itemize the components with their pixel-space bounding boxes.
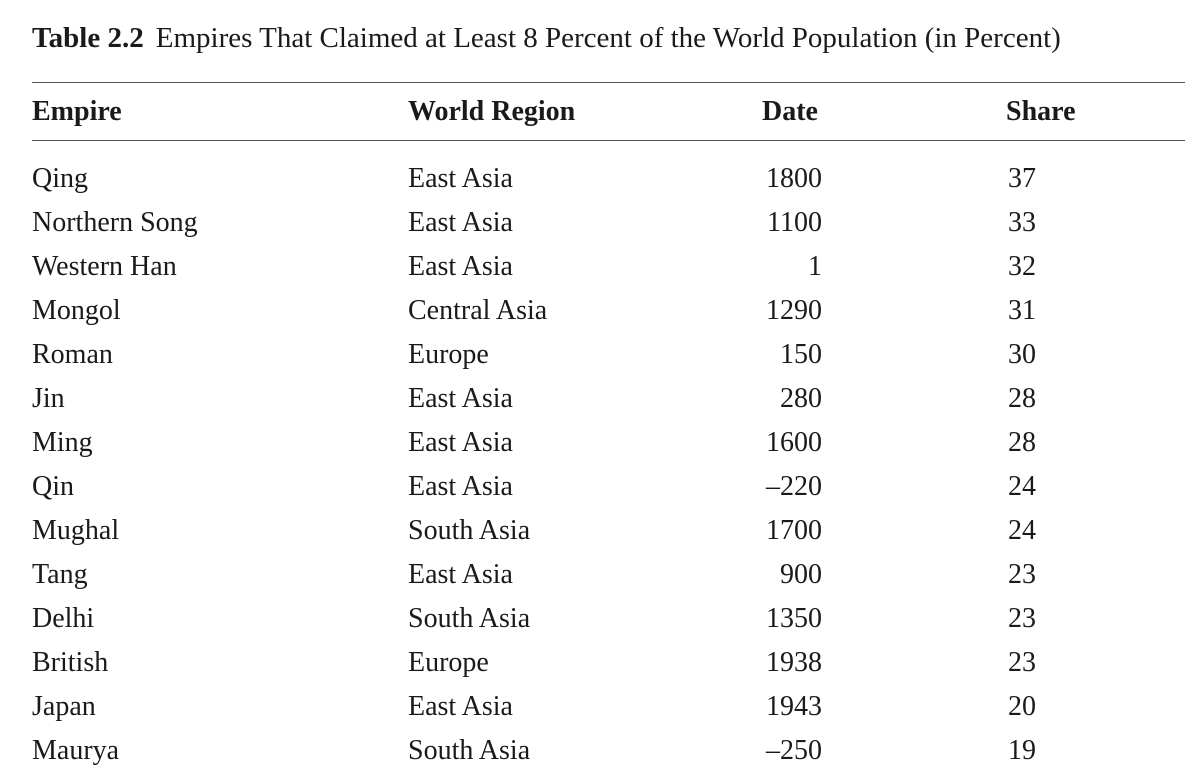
table-cell: Ming bbox=[32, 427, 93, 458]
table-cell: Japan bbox=[32, 691, 96, 722]
table-cell: 1 bbox=[808, 251, 822, 282]
table-cell: 900 bbox=[780, 559, 822, 590]
table-cell: 150 bbox=[780, 339, 822, 370]
table-cell: Europe bbox=[408, 647, 489, 678]
table-cell: 1350 bbox=[766, 603, 822, 634]
header-rule bbox=[32, 140, 1185, 141]
table-cell: 24 bbox=[1008, 471, 1036, 502]
table-cell: 23 bbox=[1008, 647, 1036, 678]
table-cell: East Asia bbox=[408, 163, 513, 194]
table-cell: 24 bbox=[1008, 515, 1036, 546]
table-cell: 30 bbox=[1008, 339, 1036, 370]
table-cell: 20 bbox=[1008, 691, 1036, 722]
table-cell: 1100 bbox=[767, 207, 822, 238]
table-label: Table 2.2 bbox=[32, 22, 144, 54]
table-cell: Jin bbox=[32, 383, 65, 414]
table-cell: Central Asia bbox=[408, 295, 548, 326]
table-cell: 1290 bbox=[766, 295, 822, 326]
table-cell: Qing bbox=[32, 163, 88, 194]
table-cell: East Asia bbox=[408, 251, 513, 282]
top-rule bbox=[32, 82, 1185, 83]
table-cell: Tang bbox=[32, 559, 88, 590]
table-cell: East Asia bbox=[408, 559, 513, 590]
table-cell: 280 bbox=[780, 383, 822, 414]
table-cell: Mughal bbox=[32, 515, 120, 546]
table-cell: East Asia bbox=[408, 207, 513, 238]
table-cell: 23 bbox=[1008, 603, 1036, 634]
table-cell: East Asia bbox=[408, 471, 513, 502]
column-header: Empire bbox=[32, 96, 122, 127]
table-cell: 28 bbox=[1008, 427, 1036, 458]
table-cell: South Asia bbox=[408, 515, 531, 546]
table-cell: 33 bbox=[1008, 207, 1036, 238]
table-cell: 1943 bbox=[766, 691, 822, 722]
table-cell: Western Han bbox=[32, 251, 177, 282]
table-cell: 1800 bbox=[766, 163, 822, 194]
table-cell: Delhi bbox=[32, 603, 95, 634]
table-cell: Mongol bbox=[32, 295, 121, 326]
table-cell: South Asia bbox=[408, 603, 531, 634]
table-cell: 1600 bbox=[766, 427, 822, 458]
table-cell: 19 bbox=[1008, 735, 1036, 766]
table-cell: 32 bbox=[1008, 251, 1036, 282]
table-title-text: Empires That Claimed at Least 8 Percent … bbox=[155, 22, 1061, 54]
column-header: Share bbox=[1006, 96, 1076, 127]
table-cell: –250 bbox=[766, 735, 822, 766]
table-cell: Roman bbox=[32, 339, 113, 370]
table-cell: South Asia bbox=[408, 735, 531, 766]
table-cell: 1700 bbox=[766, 515, 822, 546]
table-cell: –220 bbox=[766, 471, 822, 502]
table-cell: East Asia bbox=[408, 691, 513, 722]
table-cell: 28 bbox=[1008, 383, 1036, 414]
table-cell: East Asia bbox=[408, 383, 513, 414]
table-cell: Europe bbox=[408, 339, 489, 370]
table-cell: 23 bbox=[1008, 559, 1036, 590]
table-cell: 31 bbox=[1008, 295, 1036, 326]
table-cell: Maurya bbox=[32, 735, 120, 766]
column-header: World Region bbox=[408, 96, 576, 127]
table-cell: 1938 bbox=[766, 647, 822, 678]
column-header: Date bbox=[762, 96, 818, 127]
table-cell: Northern Song bbox=[32, 207, 198, 238]
table-cell: East Asia bbox=[408, 427, 513, 458]
table-cell: British bbox=[32, 647, 109, 678]
table-title: Table 2.2 Empires That Claimed at Least 8… bbox=[32, 22, 1061, 55]
table-cell: 37 bbox=[1008, 163, 1036, 194]
table-cell: Qin bbox=[32, 471, 74, 502]
